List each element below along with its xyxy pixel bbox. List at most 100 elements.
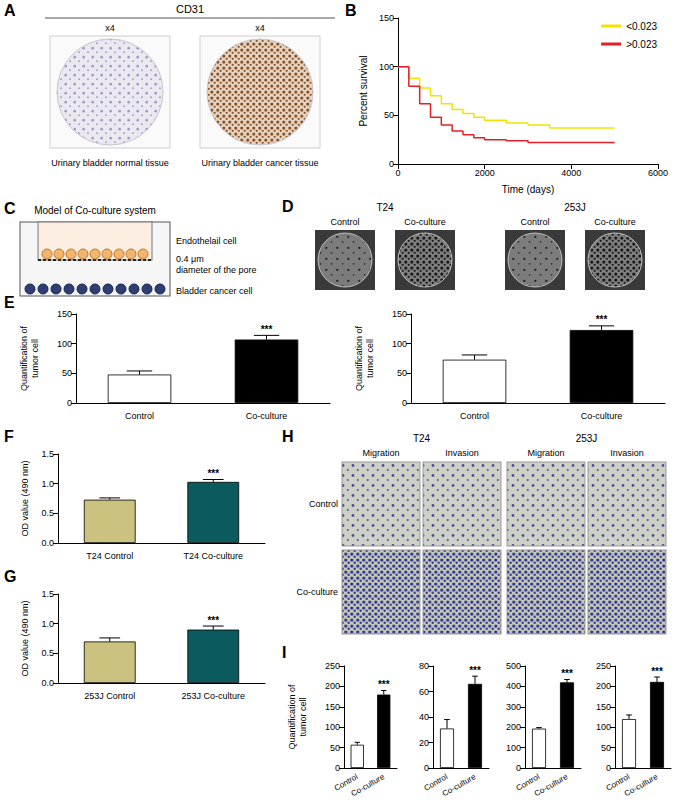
svg-text:0.0: 0.0 (41, 538, 54, 548)
svg-text:150: 150 (379, 13, 394, 23)
svg-text:500: 500 (506, 661, 521, 671)
svg-text:***: *** (207, 615, 219, 626)
svg-text:100: 100 (325, 722, 340, 732)
svg-text:Bladder cancer cell: Bladder cancer cell (176, 286, 253, 296)
svg-text:T24 Control: T24 Control (86, 551, 133, 561)
svg-text:Invasion: Invasion (445, 448, 479, 458)
svg-text:Co-culture: Co-culture (581, 411, 623, 421)
svg-text:253J: 253J (576, 433, 598, 444)
svg-text:Urinary bladder cancer tissue: Urinary bladder cancer tissue (201, 158, 318, 168)
svg-text:Co-culture: Co-culture (441, 772, 478, 798)
svg-text:20: 20 (419, 738, 429, 748)
svg-text:100: 100 (57, 339, 72, 349)
svg-text:tumor cell: tumor cell (30, 339, 40, 378)
svg-text:Co-culture: Co-culture (623, 772, 660, 798)
svg-text:0: 0 (516, 763, 521, 773)
svg-text:***: *** (207, 468, 219, 479)
svg-text:2000: 2000 (475, 168, 495, 178)
svg-text:200: 200 (596, 681, 611, 691)
svg-text:300: 300 (506, 702, 521, 712)
svg-text:***: *** (469, 665, 481, 676)
svg-text:0: 0 (395, 168, 400, 178)
svg-text:40: 40 (419, 712, 429, 722)
svg-text:Migration: Migration (362, 448, 399, 458)
svg-text:253J Co-culture: 253J Co-culture (181, 691, 245, 701)
svg-text:Control: Control (125, 411, 154, 421)
svg-text:100: 100 (596, 722, 611, 732)
svg-text:60: 60 (419, 687, 429, 697)
svg-text:150: 150 (392, 309, 407, 319)
svg-text:1.5: 1.5 (41, 589, 54, 599)
svg-text:1.5: 1.5 (41, 449, 54, 459)
svg-text:50: 50 (397, 368, 407, 378)
svg-text:50: 50 (330, 743, 340, 753)
svg-text:150: 150 (57, 309, 72, 319)
svg-text:Invasion: Invasion (610, 448, 644, 458)
svg-text:OD value (490 nm): OD value (490 nm) (20, 460, 30, 536)
svg-text:T24: T24 (413, 433, 431, 444)
svg-text:50: 50 (601, 743, 611, 753)
svg-text:OD value (490 nm): OD value (490 nm) (20, 600, 30, 676)
svg-text:Co-culture: Co-culture (533, 772, 570, 798)
svg-text:Endothelail cell: Endothelail cell (176, 236, 237, 246)
svg-text:Control: Control (309, 499, 338, 509)
svg-text:Quantification of: Quantification of (19, 325, 29, 391)
svg-text:4000: 4000 (561, 168, 581, 178)
svg-text:Time (days): Time (days) (502, 184, 554, 195)
svg-text:x4: x4 (255, 23, 265, 33)
svg-text:150: 150 (325, 702, 340, 712)
svg-text:400: 400 (506, 681, 521, 691)
svg-text:0: 0 (389, 159, 394, 169)
svg-text:***: *** (378, 679, 390, 690)
svg-text:***: *** (561, 668, 573, 679)
svg-text:***: *** (596, 314, 608, 325)
svg-text:6000: 6000 (648, 168, 668, 178)
svg-text:0: 0 (67, 398, 72, 408)
svg-text:1.0: 1.0 (41, 619, 54, 629)
svg-text:Co-culture: Co-culture (594, 217, 636, 227)
svg-text:>0.023: >0.023 (626, 39, 657, 50)
svg-text:tumor cell: tumor cell (298, 697, 308, 736)
svg-text:Quantification of: Quantification of (354, 325, 364, 391)
svg-text:50: 50 (62, 368, 72, 378)
svg-text:80: 80 (419, 661, 429, 671)
svg-text:Migration: Migration (527, 448, 564, 458)
svg-text:0: 0 (606, 763, 611, 773)
svg-text:diameter of the pore: diameter of the pore (176, 265, 257, 275)
svg-text:0.0: 0.0 (41, 678, 54, 688)
svg-text:Quantification of: Quantification of (287, 684, 297, 750)
svg-text:T24: T24 (376, 202, 394, 213)
svg-text:1.0: 1.0 (41, 479, 54, 489)
svg-text:100: 100 (506, 743, 521, 753)
svg-text:***: *** (261, 324, 273, 335)
svg-text:CD31: CD31 (176, 3, 204, 15)
svg-text:T24 Co-culture: T24 Co-culture (183, 551, 243, 561)
svg-text:Co-culture: Co-culture (296, 587, 338, 597)
svg-text:Control: Control (330, 217, 359, 227)
svg-text:0: 0 (402, 398, 407, 408)
svg-text:tumor cell: tumor cell (365, 339, 375, 378)
svg-text:200: 200 (325, 681, 340, 691)
svg-text:Co-culture: Co-culture (246, 411, 288, 421)
svg-text:0.4 μm: 0.4 μm (176, 254, 204, 264)
svg-text:Co-culture: Co-culture (350, 772, 387, 798)
svg-text:50: 50 (384, 110, 394, 120)
svg-text:100: 100 (379, 62, 394, 72)
svg-text:x4: x4 (105, 23, 115, 33)
svg-text:253J Control: 253J Control (84, 691, 135, 701)
svg-text:***: *** (651, 666, 663, 677)
svg-text:250: 250 (596, 661, 611, 671)
svg-text:0.5: 0.5 (41, 648, 54, 658)
svg-text:Percent survival: Percent survival (358, 55, 369, 126)
svg-text:Model of Co-culture system: Model of Co-culture system (34, 205, 156, 216)
svg-text:253J: 253J (564, 202, 586, 213)
svg-text:0: 0 (424, 763, 429, 773)
svg-text:0: 0 (335, 763, 340, 773)
svg-text:100: 100 (392, 339, 407, 349)
svg-text:Control: Control (520, 217, 549, 227)
svg-text:Control: Control (460, 411, 489, 421)
svg-text:<0.023: <0.023 (626, 21, 657, 32)
svg-text:150: 150 (596, 702, 611, 712)
svg-text:Urinary bladder normal tissue: Urinary bladder normal tissue (51, 158, 169, 168)
svg-text:250: 250 (325, 661, 340, 671)
